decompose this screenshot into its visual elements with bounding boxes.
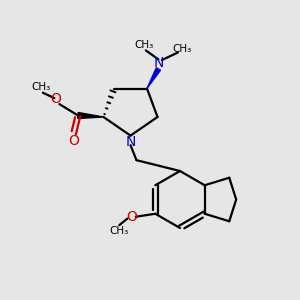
- Text: N: N: [125, 135, 136, 149]
- Polygon shape: [78, 112, 104, 118]
- Text: O: O: [68, 134, 79, 148]
- Text: CH₃: CH₃: [32, 82, 51, 92]
- Text: CH₃: CH₃: [172, 44, 191, 54]
- Text: CH₃: CH₃: [135, 40, 154, 50]
- Text: N: N: [154, 56, 164, 70]
- Polygon shape: [147, 68, 160, 88]
- Text: CH₃: CH₃: [109, 226, 128, 236]
- Text: O: O: [50, 92, 61, 106]
- Text: O: O: [126, 210, 137, 224]
